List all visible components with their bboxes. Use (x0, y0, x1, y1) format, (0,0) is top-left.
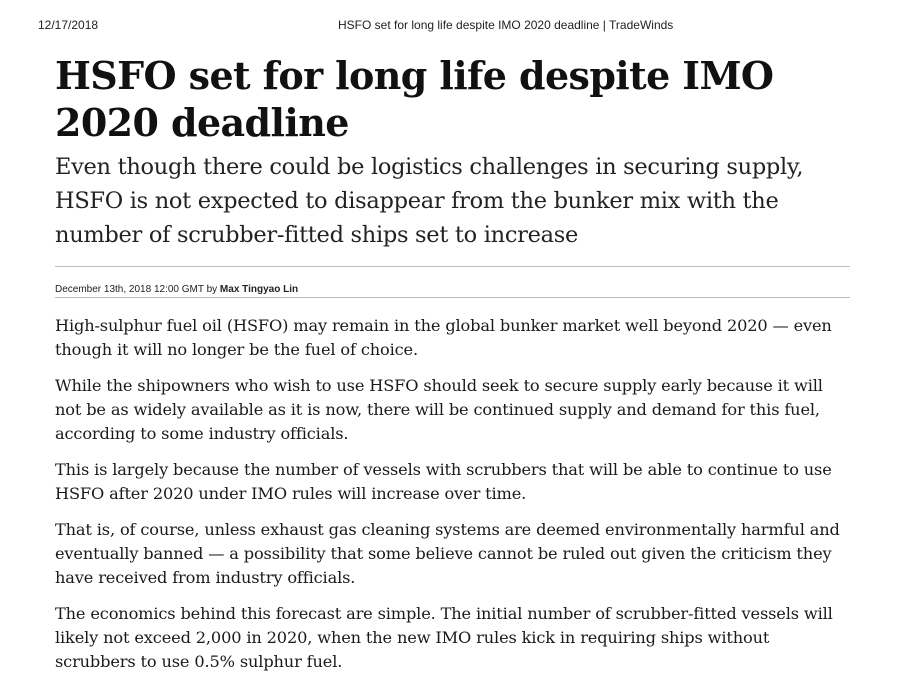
byline-author-link[interactable]: Max Tingyao Lin (219, 284, 299, 295)
article: HSFO set for long life despite IMO 2020 … (55, 52, 850, 686)
article-body: High-sulphur fuel oil (HSFO) may remain … (55, 314, 850, 674)
byline-by: by (206, 284, 218, 295)
article-paragraph: This is largely because the number of ve… (55, 460, 832, 503)
article-paragraph: While the shipowners who wish to use HSF… (55, 376, 823, 443)
article-paragraph: High-sulphur fuel oil (HSFO) may remain … (55, 316, 832, 359)
article-standfirst: Even though there could be logistics cha… (55, 154, 804, 248)
article-headline: HSFO set for long life despite IMO 2020 … (55, 53, 774, 145)
print-header: 12/17/2018 HSFO set for long life despit… (38, 18, 864, 32)
byline-bar: December 13th, 2018 12:00 GMT by Max Tin… (55, 266, 850, 298)
print-page-title: HSFO set for long life despite IMO 2020 … (338, 18, 674, 32)
byline: December 13th, 2018 12:00 GMT by Max Tin… (55, 284, 298, 296)
article-paragraph: That is, of course, unless exhaust gas c… (55, 520, 840, 587)
article-paragraph: The economics behind this forecast are s… (55, 604, 833, 671)
print-date: 12/17/2018 (38, 18, 99, 32)
byline-date: December 13th, 2018 12:00 GMT (55, 284, 204, 295)
